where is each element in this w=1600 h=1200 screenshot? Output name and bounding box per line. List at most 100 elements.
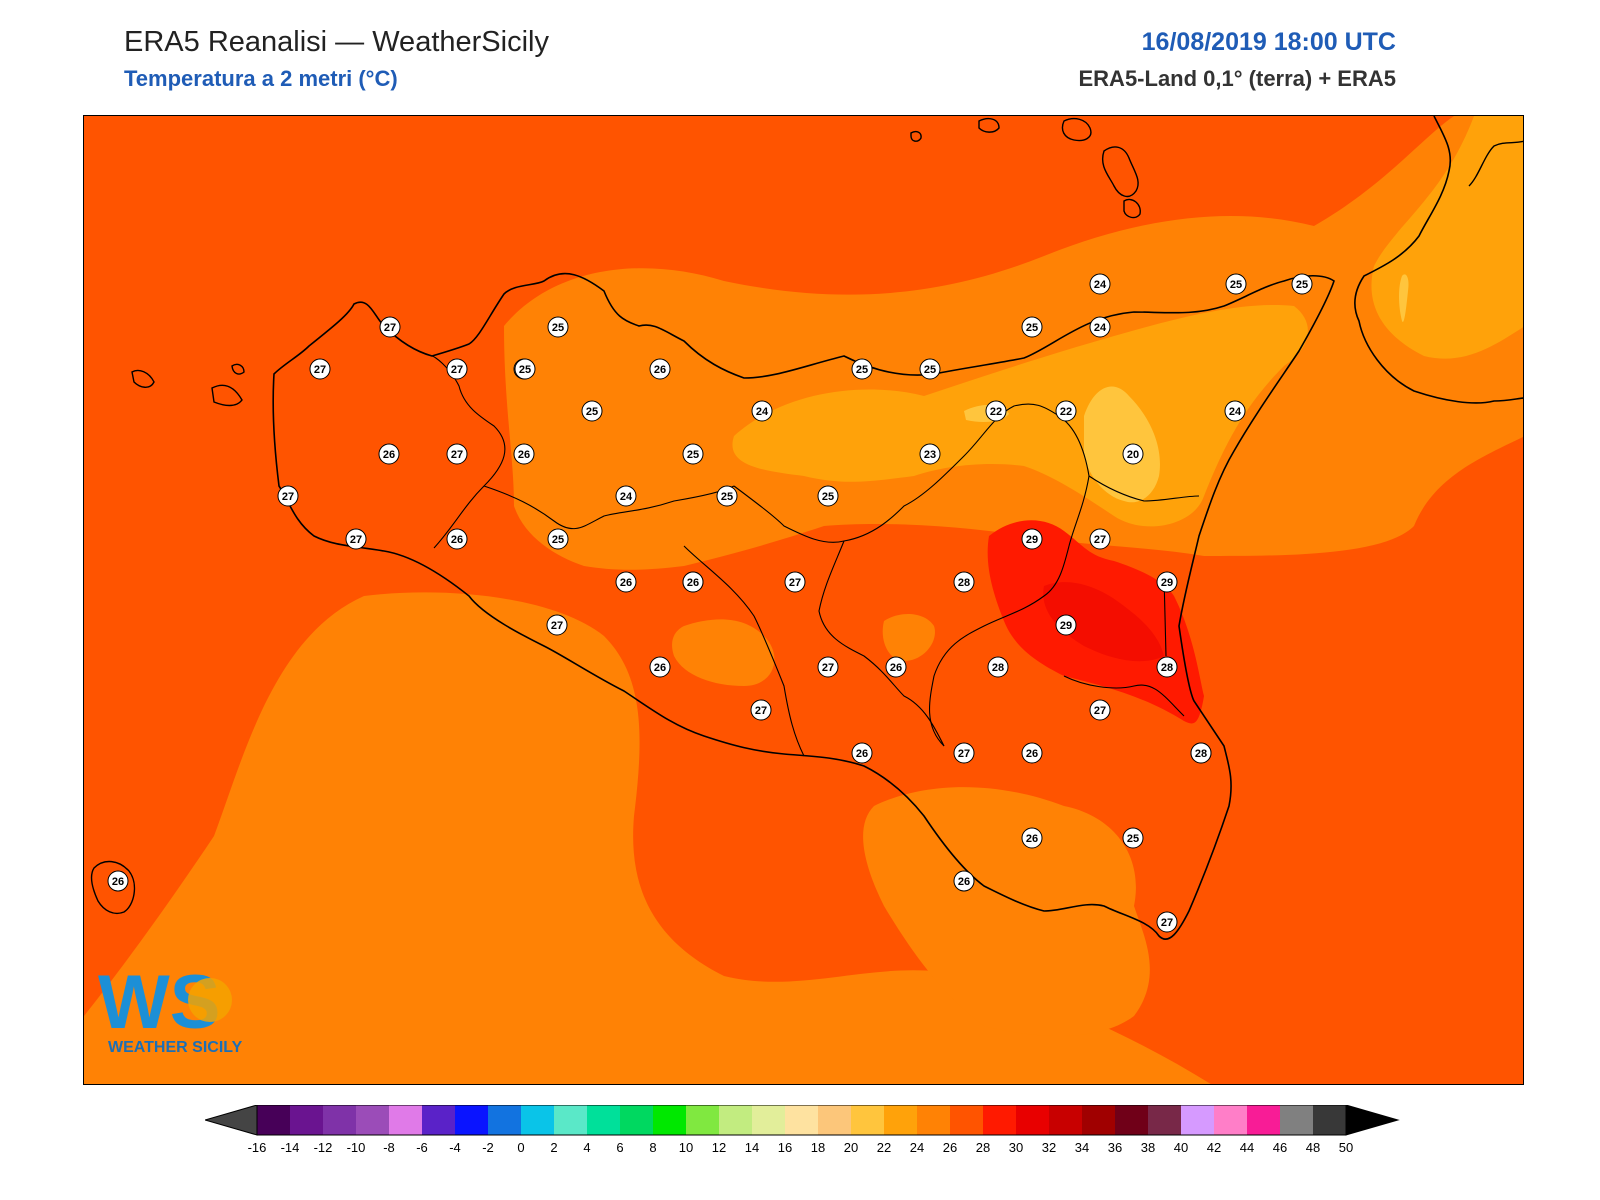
- station-value-label: 26: [654, 364, 666, 376]
- station-value-label: 27: [822, 662, 834, 674]
- station-marker: 26: [107, 870, 129, 892]
- colorbar-tick-label: 10: [679, 1140, 693, 1155]
- weathersicily-logo: WS WEATHER SICILY: [98, 960, 243, 1056]
- colorbar-swatch: [686, 1105, 719, 1135]
- station-marker-circle: [1291, 273, 1313, 295]
- colorbar-swatch: [290, 1105, 323, 1135]
- station-marker-circle: [682, 571, 704, 593]
- station-value-label: 25: [687, 449, 699, 461]
- temperature-map[interactable]: 27 27 27 25 25 26 25 25 25 24 24 25 25 24 25 25 24 22 22 23…: [83, 115, 1524, 1085]
- station-value-label: 24: [1094, 279, 1107, 291]
- colorbar-swatch: [323, 1105, 356, 1135]
- data-source: ERA5-Land 0,1° (terra) + ERA5: [1078, 66, 1397, 91]
- station-marker-circle: [985, 400, 1007, 422]
- station-marker-circle: [514, 358, 536, 380]
- station-marker: 27: [953, 742, 975, 764]
- colorbar-swatch: [983, 1105, 1016, 1135]
- station-marker: 27: [446, 443, 468, 465]
- station-marker: 29: [1055, 614, 1077, 636]
- colorbar-swatch: [917, 1105, 950, 1135]
- field-22: [732, 305, 1308, 527]
- colorbar-swatch: [521, 1105, 554, 1135]
- colorbar-swatch: [422, 1105, 455, 1135]
- station-value-label: 27: [958, 748, 970, 760]
- station-marker: 22: [1055, 400, 1077, 422]
- station-marker-circle: [1089, 316, 1111, 338]
- station-marker-circle: [513, 443, 535, 465]
- station-marker-circle: [1225, 273, 1247, 295]
- station-value-label: 27: [755, 705, 767, 717]
- station-marker-circle: [1021, 528, 1043, 550]
- colorbar-tick-label: 4: [583, 1140, 590, 1155]
- station-marker: 25: [547, 528, 569, 550]
- station-value-label: 25: [552, 322, 564, 334]
- station-marker: 26: [446, 528, 468, 550]
- station-marker-circle: [1156, 911, 1178, 933]
- station-marker: 26: [615, 571, 637, 593]
- station-marker-circle: [750, 699, 772, 721]
- station-value-label: 26: [518, 449, 530, 461]
- station-marker: 28: [1190, 742, 1212, 764]
- station-value-label: 20: [1127, 449, 1139, 461]
- colorbar-tick-label: 28: [976, 1140, 990, 1155]
- station-marker: 25: [919, 358, 941, 380]
- station-value-label: 22: [990, 406, 1002, 418]
- colorbar-tick-label: 12: [712, 1140, 726, 1155]
- station-value-label: 26: [856, 748, 868, 760]
- colorbar-tick-label: 26: [943, 1140, 957, 1155]
- station-marker-circle: [1122, 443, 1144, 465]
- colorbar-tick-label: 42: [1207, 1140, 1221, 1155]
- station-marker: 25: [716, 485, 738, 507]
- station-marker-circle: [649, 656, 671, 678]
- station-marker: 24: [751, 400, 773, 422]
- colorbar-tick-label: 40: [1174, 1140, 1188, 1155]
- station-marker-circle: [987, 656, 1009, 678]
- pantelleria-island: [90, 860, 136, 915]
- station-marker: 24: [1089, 273, 1111, 295]
- station-marker: 26: [851, 742, 873, 764]
- station-value-label: 26: [620, 577, 632, 589]
- colorbar-tick-label: -14: [281, 1140, 300, 1155]
- station-marker-circle: [716, 485, 738, 507]
- field-20-etna: [1084, 386, 1160, 503]
- station-value-label: 28: [1161, 662, 1173, 674]
- station-marker-circle: [1156, 571, 1178, 593]
- station-value-label: 24: [1094, 322, 1107, 334]
- colorbar-swatch: [1280, 1105, 1313, 1135]
- colorbar-tick-label: 50: [1339, 1140, 1353, 1155]
- station-value-label: 26: [1026, 748, 1038, 760]
- station-value-label: 25: [586, 406, 598, 418]
- colorbar-tick-label: 44: [1240, 1140, 1254, 1155]
- station-marker-circle: [1021, 742, 1043, 764]
- station-marker: 25: [1291, 273, 1313, 295]
- colorbar-swatch: [554, 1105, 587, 1135]
- station-marker-circle: [379, 316, 401, 338]
- station-marker-circle: [107, 870, 129, 892]
- station-marker: 27: [750, 699, 772, 721]
- station-marker: 25: [514, 358, 536, 380]
- station-marker: 28: [1156, 656, 1178, 678]
- station-marker-circle: [546, 614, 568, 636]
- station-marker-circle: [851, 358, 873, 380]
- station-value-label: 26: [112, 876, 124, 888]
- station-value-label: 27: [551, 620, 563, 632]
- station-value-label: 27: [451, 449, 463, 461]
- field-30-catania: [1043, 582, 1164, 662]
- egadi-islands: [131, 363, 245, 407]
- station-marker-circle: [817, 485, 839, 507]
- station-marker-circle: [1122, 827, 1144, 849]
- colorbar-tick-label: 36: [1108, 1140, 1122, 1155]
- colorbar-tick-label: 24: [910, 1140, 924, 1155]
- colorbar-over-triangle: [1345, 1104, 1400, 1136]
- station-marker-circle: [1089, 273, 1111, 295]
- station-marker: 27: [379, 316, 401, 338]
- station-marker: 24: [1089, 316, 1111, 338]
- station-value-label: 25: [1026, 322, 1038, 334]
- station-value-label: 25: [552, 534, 564, 546]
- colorbar-under-triangle: [203, 1104, 258, 1136]
- station-marker-circle: [1224, 400, 1246, 422]
- station-value-label: 27: [1094, 534, 1106, 546]
- colorbar-tick-label: -6: [416, 1140, 428, 1155]
- station-marker: 29: [1156, 571, 1178, 593]
- station-marker: 29: [1021, 528, 1043, 550]
